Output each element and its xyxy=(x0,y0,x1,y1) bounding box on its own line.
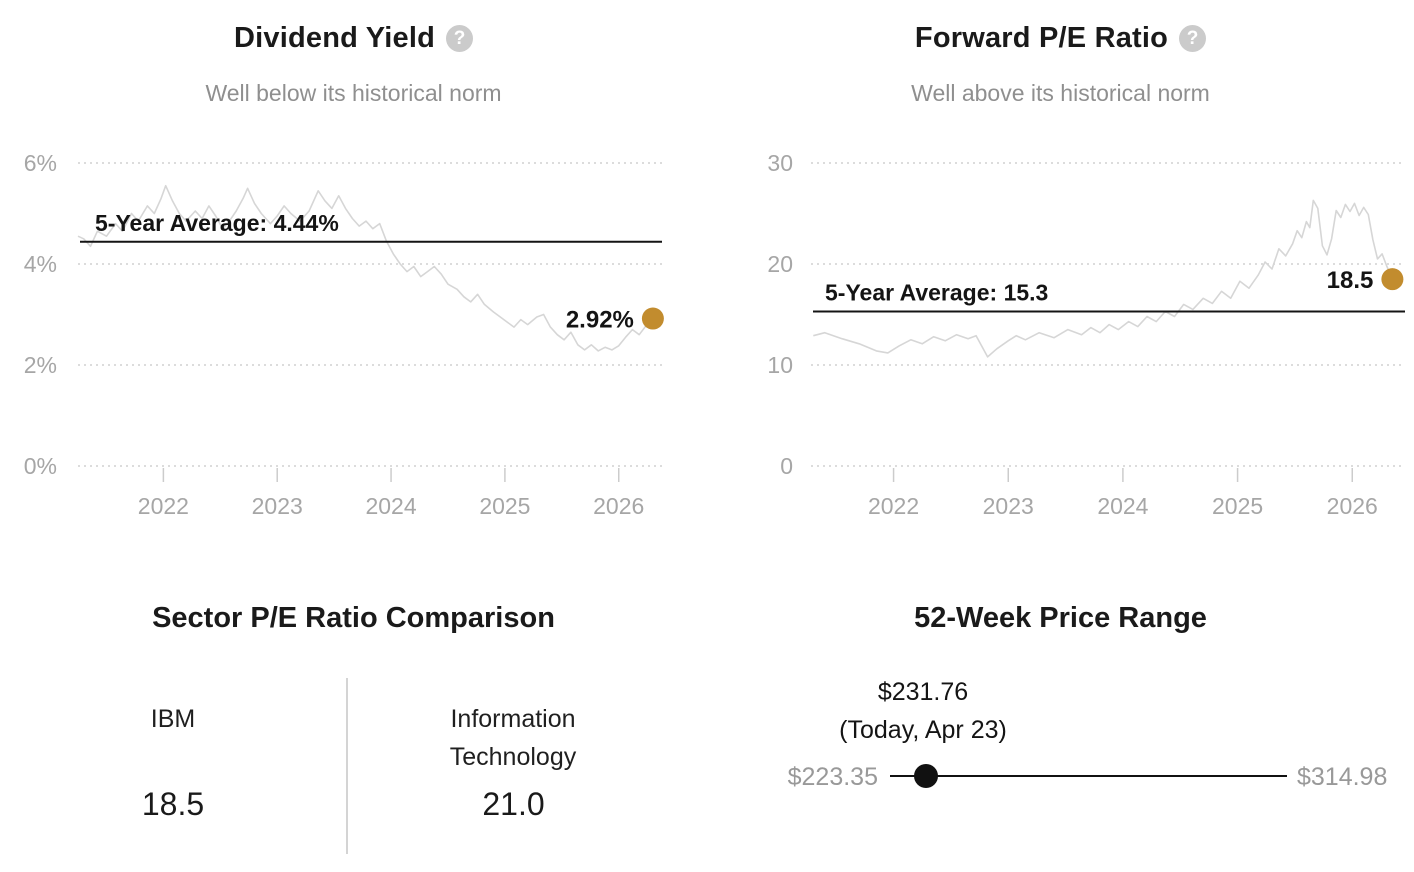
help-icon[interactable]: ? xyxy=(446,25,473,52)
current-price: $231.76 xyxy=(877,678,969,706)
current-value-label: 2.92% xyxy=(566,307,634,334)
price-range-track xyxy=(890,775,1287,777)
range-max-label: $314.98 xyxy=(1297,763,1388,791)
price-range-title: 52-Week Price Range xyxy=(914,602,1207,634)
y-tick-label: 6% xyxy=(24,150,57,176)
sector-pe-comparison-panel: Sector P/E Ratio Comparison IBM Informat… xyxy=(0,560,707,872)
question-mark-glyph: ? xyxy=(453,28,466,49)
x-tick-label: 2026 xyxy=(593,493,644,519)
current-value-dot xyxy=(1381,268,1404,291)
range-min-label: $223.35 xyxy=(787,763,878,791)
dividend-yield-subtitle: Well below its historical norm xyxy=(205,80,502,106)
y-tick-label: 10 xyxy=(767,352,793,378)
x-tick-label: 2024 xyxy=(365,493,416,519)
dividend-yield-header: Dividend Yield ? xyxy=(0,22,707,55)
sector-pe-value: 21.0 xyxy=(482,786,545,822)
dividend-yield-title: Dividend Yield xyxy=(233,22,435,54)
sector-comparison-title: Sector P/E Ratio Comparison xyxy=(152,602,555,634)
forward-pe-title: Forward P/E Ratio xyxy=(914,22,1169,54)
x-tick-label: 2022 xyxy=(868,493,919,519)
x-tick-label: 2026 xyxy=(1327,493,1378,519)
x-tick-label: 2025 xyxy=(479,493,530,519)
forward-pe-subtitle: Well above its historical norm xyxy=(911,80,1210,106)
sector-label: Information Technology xyxy=(449,705,577,771)
dividend-yield-chart: 6% 4% 2% 0% 2022 2023 2024 2025 2026 5-Year Avera… xyxy=(24,150,664,519)
price-range-panel: 52-Week Price Range $231.76 (Today, Apr … xyxy=(707,560,1414,872)
forward-pe-header: Forward P/E Ratio ? xyxy=(707,22,1414,55)
x-tick-label: 2023 xyxy=(983,493,1034,519)
x-tick-label: 2022 xyxy=(138,493,189,519)
y-tick-label: 4% xyxy=(24,251,57,277)
dividend-yield-panel: 6% 4% 2% 0% 2022 2023 2024 2025 2026 5-Year Avera… xyxy=(0,0,707,560)
column-divider xyxy=(346,678,348,854)
ibm-label: IBM xyxy=(150,705,196,733)
x-tick-label: 2024 xyxy=(1097,493,1148,519)
y-tick-label: 2% xyxy=(24,352,57,378)
series-line xyxy=(813,199,1394,358)
average-label: 5-Year Average: 4.44% xyxy=(95,210,339,236)
y-tick-label: 0% xyxy=(24,453,57,479)
ibm-pe-value: 18.5 xyxy=(141,786,205,822)
series-line xyxy=(77,184,654,352)
forward-pe-panel: 30 20 10 0 2022 2023 2024 2025 2026 5-Year Averag… xyxy=(707,0,1414,560)
x-tick-label: 2023 xyxy=(252,493,303,519)
average-label: 5-Year Average: 15.3 xyxy=(825,279,1048,305)
current-price-caption: (Today, Apr 23) xyxy=(839,716,1007,744)
y-tick-label: 0 xyxy=(780,453,793,479)
x-tick-label: 2025 xyxy=(1212,493,1263,519)
question-mark-glyph: ? xyxy=(1186,28,1199,49)
price-range-handle xyxy=(914,764,938,788)
y-tick-label: 30 xyxy=(767,150,793,176)
forward-pe-chart: 30 20 10 0 2022 2023 2024 2025 2026 5-Year Averag… xyxy=(767,150,1405,519)
help-icon[interactable]: ? xyxy=(1179,25,1207,52)
y-tick-label: 20 xyxy=(767,251,793,277)
current-value-dot xyxy=(641,307,664,330)
current-value-label: 18.5 xyxy=(1327,267,1374,294)
